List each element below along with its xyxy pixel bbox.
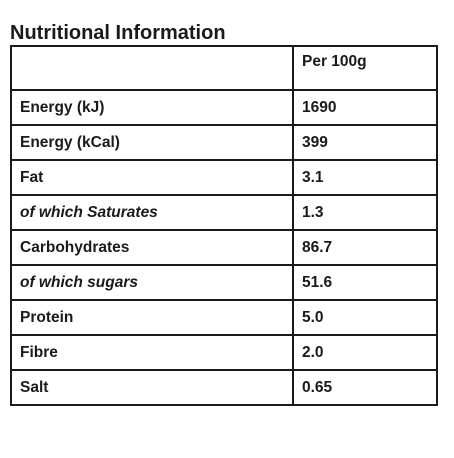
table-header-row: Per 100g: [10, 45, 438, 91]
nutrient-label: Protein: [10, 299, 294, 336]
nutrient-value: 399: [292, 124, 438, 161]
page-title: Nutritional Information: [10, 22, 226, 44]
nutrient-value: 2.0: [292, 334, 438, 371]
table-row-carbohydrates: Carbohydrates 86.7: [10, 229, 438, 266]
header-nutrient-cell: [10, 45, 294, 91]
nutrient-value: 1690: [292, 89, 438, 126]
table-row-salt: Salt 0.65: [10, 369, 438, 406]
nutrient-value: 86.7: [292, 229, 438, 266]
nutrient-label: Carbohydrates: [10, 229, 294, 266]
nutrient-label: of which sugars: [10, 264, 294, 301]
table-row-energy-kcal: Energy (kCal) 399: [10, 124, 438, 161]
nutrient-value: 5.0: [292, 299, 438, 336]
header-per-100g-cell: Per 100g: [292, 45, 438, 91]
nutrient-label: Fat: [10, 159, 294, 196]
table-row-saturates: of which Saturates 1.3: [10, 194, 438, 231]
table-row-protein: Protein 5.0: [10, 299, 438, 336]
nutrition-table: Per 100g Energy (kJ) 1690 Energy (kCal) …: [10, 45, 438, 406]
nutrient-label: Fibre: [10, 334, 294, 371]
table-row-fat: Fat 3.1: [10, 159, 438, 196]
nutrient-label: Salt: [10, 369, 294, 406]
nutrient-label: of which Saturates: [10, 194, 294, 231]
nutrient-value: 51.6: [292, 264, 438, 301]
table-row-fibre: Fibre 2.0: [10, 334, 438, 371]
nutrient-label: Energy (kCal): [10, 124, 294, 161]
nutrient-value: 1.3: [292, 194, 438, 231]
nutrient-value: 0.65: [292, 369, 438, 406]
table-row-energy-kj: Energy (kJ) 1690: [10, 89, 438, 126]
nutrient-value: 3.1: [292, 159, 438, 196]
nutrient-label: Energy (kJ): [10, 89, 294, 126]
table-row-sugars: of which sugars 51.6: [10, 264, 438, 301]
